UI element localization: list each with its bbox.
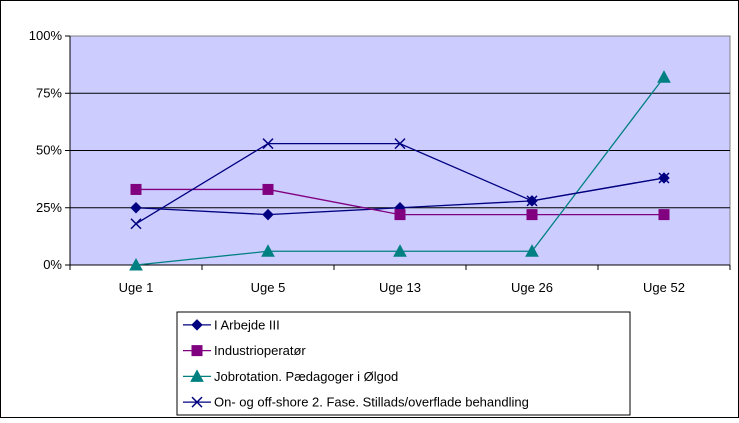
x-tick-label: Uge 5 — [251, 280, 286, 295]
data-point — [261, 244, 275, 257]
legend-swatch-marker — [191, 319, 203, 331]
marker-x-stroke — [262, 138, 274, 150]
data-point — [526, 209, 538, 221]
data-point — [394, 138, 406, 150]
series-layer — [129, 70, 671, 271]
legend-label: Industrioperatør — [214, 343, 306, 358]
legend-label: I Arbejde III — [214, 317, 280, 332]
data-point — [262, 138, 274, 150]
legend-item: I Arbejde III — [183, 317, 280, 332]
series-4 — [130, 138, 670, 230]
legend-label: On- og off-shore 2. Fase. Stillads/overf… — [214, 395, 529, 410]
y-tick-label: 50% — [36, 143, 62, 158]
legend-item: On- og off-shore 2. Fase. Stillads/overf… — [183, 395, 529, 410]
data-point — [262, 183, 274, 195]
data-point — [658, 172, 670, 184]
x-tick-label: Uge 26 — [511, 280, 553, 295]
x-axis: Uge 1 Uge 5 Uge 13 Uge 26 Uge 52 — [69, 264, 731, 295]
legend-item: Industrioperatør — [183, 343, 306, 358]
legend: I Arbejde III Industrioperatør Jobrotation… — [176, 311, 631, 416]
data-point — [129, 257, 143, 271]
legend-label: Jobrotation. Pædagoger i Ølgod — [214, 369, 398, 384]
marker-x-stroke — [191, 396, 203, 408]
legend-swatch-marker — [191, 345, 203, 357]
data-point — [262, 208, 274, 221]
data-point — [658, 209, 670, 221]
x-tick-label: Uge 1 — [119, 280, 154, 295]
marker-x-stroke — [130, 218, 142, 230]
y-tick-label: 25% — [36, 200, 62, 215]
y-tick-label: 0% — [43, 257, 62, 272]
marker-x-stroke — [526, 195, 538, 207]
data-point — [130, 202, 142, 214]
x-tick-label: Uge 13 — [379, 280, 421, 295]
legend-swatch-marker — [190, 369, 204, 382]
data-point — [525, 244, 539, 257]
legend-item: Jobrotation. Pædagoger i Ølgod — [183, 369, 398, 384]
data-point — [393, 244, 407, 257]
data-point — [130, 218, 142, 230]
y-tick-label: 75% — [36, 85, 62, 100]
data-point — [657, 70, 671, 83]
legend-swatch-marker — [191, 396, 203, 408]
data-point — [130, 183, 142, 195]
legend-box — [176, 311, 631, 416]
x-tick-label: Uge 52 — [643, 280, 685, 295]
data-point — [394, 209, 406, 221]
y-tick-label: 100% — [29, 28, 63, 43]
marker-x-stroke — [658, 172, 670, 184]
series-2 — [130, 183, 670, 221]
y-axis: 0% 25% 50% 75% 100% — [29, 28, 71, 272]
data-point — [526, 195, 538, 207]
marker-x-stroke — [394, 138, 406, 150]
